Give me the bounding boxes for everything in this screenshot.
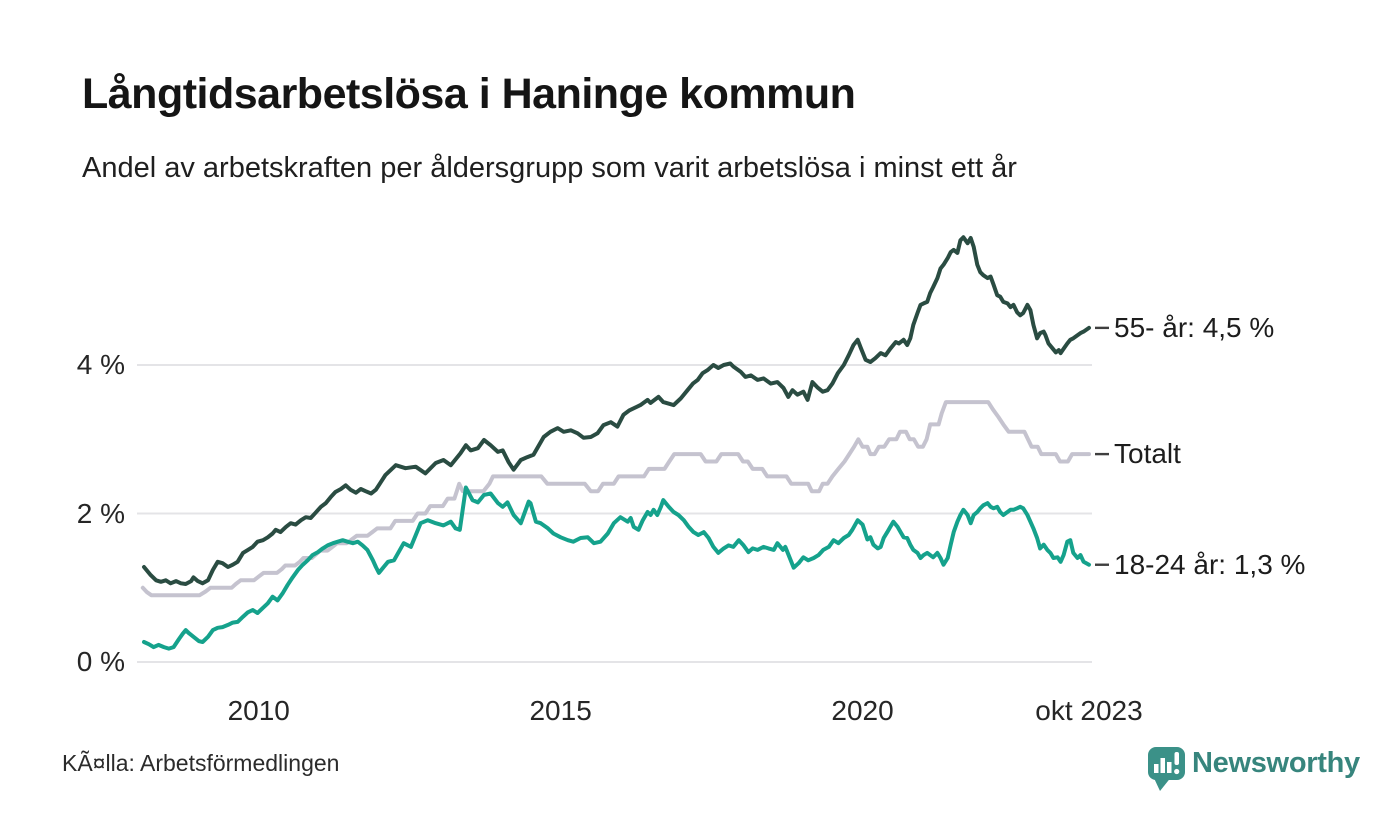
- newsworthy-wordmark: Newsworthy: [1192, 747, 1360, 779]
- x-tick-label: okt 2023: [1035, 695, 1143, 726]
- series-line-55- år: [142, 235, 1091, 586]
- series-lines: [140, 235, 1091, 651]
- series-line-Totalt: [140, 400, 1091, 598]
- x-tick-label: 2010: [227, 695, 290, 726]
- series-label-55: 55- år: 4,5 %: [1114, 311, 1275, 343]
- y-tick-label: 0 %: [76, 646, 125, 677]
- series-line-18-24 år: [142, 485, 1091, 651]
- page-title: Långtidsarbetslösa i Haninge kommun: [82, 70, 856, 118]
- y-tick-label: 4 %: [76, 349, 125, 380]
- gridlines: [137, 364, 1092, 663]
- series-end-ticks: [1095, 326, 1109, 566]
- page-subtitle: Andel av arbetskraften per åldersgrupp s…: [82, 152, 1017, 184]
- x-tick-label: 2015: [529, 695, 592, 726]
- series-label-totalt: Totalt: [1114, 438, 1181, 470]
- series-label-18-24: 18-24 år: 1,3 %: [1114, 548, 1306, 580]
- x-tick-label: 2020: [831, 695, 894, 726]
- source-note: KÃ¤lla: Arbetsförmedlingen: [62, 750, 340, 776]
- newsworthy-logo-icon: [1148, 747, 1185, 791]
- y-tick-label: 2 %: [76, 497, 125, 529]
